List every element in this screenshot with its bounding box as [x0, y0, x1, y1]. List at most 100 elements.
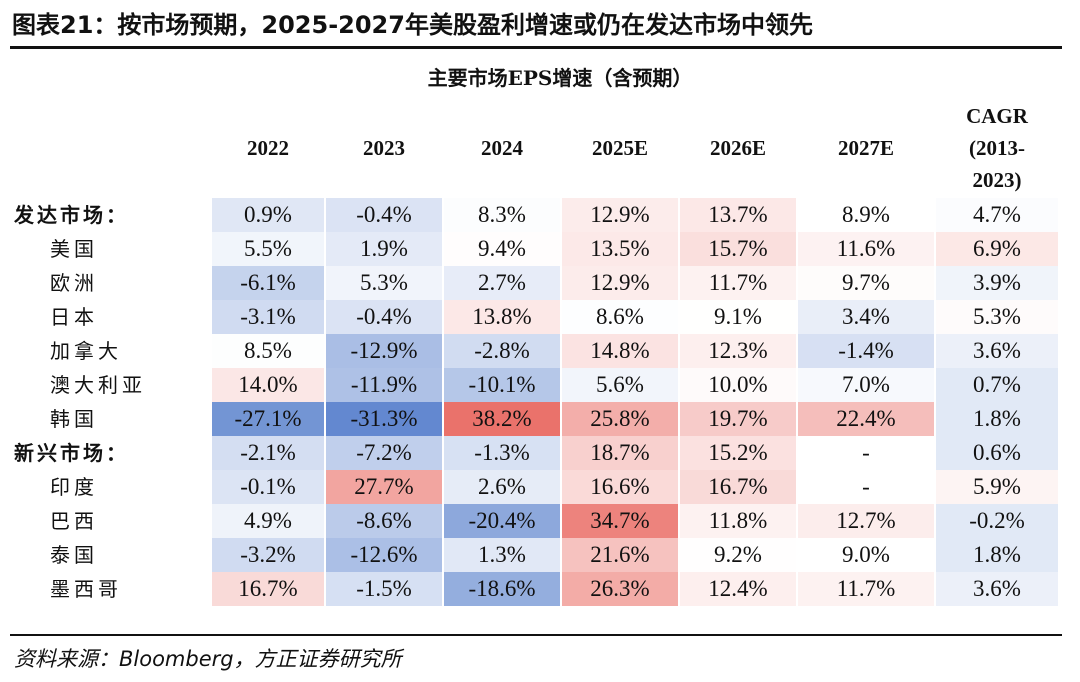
heatmap-cell: 9.1%: [680, 300, 796, 334]
heatmap-cell: -0.1%: [212, 470, 324, 504]
heatmap-cell: -0.4%: [326, 198, 442, 232]
heatmap-cell: -1.4%: [798, 334, 934, 368]
heatmap-cell: -31.3%: [326, 402, 442, 436]
heatmap-cell: -1.3%: [444, 436, 560, 470]
heatmap-cell: 11.8%: [680, 504, 796, 538]
heatmap-cell: 16.6%: [562, 470, 678, 504]
heatmap-cell: 12.7%: [798, 504, 934, 538]
column-header-2027e: 2027E: [837, 135, 894, 160]
heatmap-cell: 19.7%: [680, 402, 796, 436]
row-label: 日本: [50, 305, 98, 329]
heatmap-cell: -2.8%: [444, 334, 560, 368]
heatmap-cell: -12.9%: [326, 334, 442, 368]
heatmap-cell: 9.4%: [444, 232, 560, 266]
heatmap-cell: 11.6%: [798, 232, 934, 266]
heatmap-cell: 26.3%: [562, 572, 678, 606]
heatmap-cell: 22.4%: [798, 402, 934, 436]
heatmap-cell: -12.6%: [326, 538, 442, 572]
heatmap-cell: 34.7%: [562, 504, 678, 538]
heatmap-cell: 0.9%: [212, 198, 324, 232]
source-note: 资料来源：Bloomberg，方正证券研究所: [14, 647, 402, 671]
cagr-header-line: 2023): [972, 168, 1022, 192]
heatmap-cell: 11.7%: [798, 572, 934, 606]
heatmap-cell: 15.2%: [680, 436, 796, 470]
heatmap-cell: 21.6%: [562, 538, 678, 572]
cagr-header-line: (2013-: [969, 136, 1025, 160]
heatmap-cell: -0.4%: [326, 300, 442, 334]
heatmap-cell: -3.1%: [212, 300, 324, 334]
column-header-cagr: CAGR (2013- 2023): [936, 98, 1058, 198]
heatmap-cell: 3.4%: [798, 300, 934, 334]
title-rule: [10, 46, 1062, 49]
heatmap-cell: -10.1%: [444, 368, 560, 402]
heatmap-cell: 5.6%: [562, 368, 678, 402]
heatmap-cell: 25.8%: [562, 402, 678, 436]
heatmap-cell: 38.2%: [444, 402, 560, 436]
heatmap-cell: 16.7%: [680, 470, 796, 504]
heatmap-cell: 5.3%: [936, 300, 1058, 334]
heatmap-cell: 8.5%: [212, 334, 324, 368]
heatmap-cell: 12.9%: [562, 266, 678, 300]
heatmap-cell: -8.6%: [326, 504, 442, 538]
row-label: 加拿大: [50, 339, 122, 363]
heatmap-cell: 12.3%: [680, 334, 796, 368]
row-label: 墨西哥: [50, 577, 122, 601]
heatmap-cell: 1.8%: [936, 538, 1058, 572]
heatmap-cell: 0.6%: [936, 436, 1058, 470]
heatmap-cell: -20.4%: [444, 504, 560, 538]
heatmap-cell: 13.8%: [444, 300, 560, 334]
row-label: 新兴市场：: [14, 441, 129, 465]
heatmap-cell: 2.6%: [444, 470, 560, 504]
heatmap-cell: 3.9%: [936, 266, 1058, 300]
heatmap-cell: 3.6%: [936, 572, 1058, 606]
heatmap-cell: 5.5%: [212, 232, 324, 266]
heatmap-cell: 14.8%: [562, 334, 678, 368]
heatmap-cell: -27.1%: [212, 402, 324, 436]
heatmap-cell: -: [798, 470, 934, 504]
cagr-header-line: CAGR: [966, 104, 1028, 128]
heatmap-cell: 13.7%: [680, 198, 796, 232]
heatmap-cell: 2.7%: [444, 266, 560, 300]
heatmap-cell: 11.7%: [680, 266, 796, 300]
heatmap-cell: -7.2%: [326, 436, 442, 470]
table-title: 主要市场EPS增速（含预期）: [427, 66, 693, 90]
column-header-2023: 2023: [363, 135, 405, 160]
heatmap-cell: 1.9%: [326, 232, 442, 266]
heatmap-cell: -3.2%: [212, 538, 324, 572]
heatmap-cell: -18.6%: [444, 572, 560, 606]
heatmap-cell: 1.8%: [936, 402, 1058, 436]
heatmap-cell: -0.2%: [936, 504, 1058, 538]
heatmap-cell: 9.7%: [798, 266, 934, 300]
heatmap-cell: 8.3%: [444, 198, 560, 232]
heatmap-cell: -2.1%: [212, 436, 324, 470]
heatmap-cell: 16.7%: [212, 572, 324, 606]
heatmap-cell: 27.7%: [326, 470, 442, 504]
row-label: 韩国: [50, 407, 98, 431]
heatmap-cell: 12.4%: [680, 572, 796, 606]
heatmap-cell: 8.6%: [562, 300, 678, 334]
row-label: 美国: [50, 237, 98, 261]
heatmap-cell: 6.9%: [936, 232, 1058, 266]
column-header-2024: 2024: [481, 135, 523, 160]
heatmap-cell: 5.3%: [326, 266, 442, 300]
heatmap-cell: -6.1%: [212, 266, 324, 300]
heatmap-cell: 7.0%: [798, 368, 934, 402]
heatmap-cell: 18.7%: [562, 436, 678, 470]
heatmap-cell: 0.7%: [936, 368, 1058, 402]
heatmap-cell: -11.9%: [326, 368, 442, 402]
heatmap-cell: 5.9%: [936, 470, 1058, 504]
column-header-2026e: 2026E: [709, 135, 766, 160]
heatmap-cell: 1.3%: [444, 538, 560, 572]
heatmap-cell: 4.7%: [936, 198, 1058, 232]
heatmap-cell: 15.7%: [680, 232, 796, 266]
heatmap-cell: 10.0%: [680, 368, 796, 402]
heatmap-cell: 13.5%: [562, 232, 678, 266]
column-header-2022: 2022: [247, 135, 289, 160]
heatmap-cell: 9.2%: [680, 538, 796, 572]
heatmap-cell: 3.6%: [936, 334, 1058, 368]
heatmap-cell: 8.9%: [798, 198, 934, 232]
column-header-2025e: 2025E: [591, 135, 648, 160]
source-rule: [10, 634, 1062, 636]
row-label: 泰国: [50, 543, 98, 567]
heatmap-cell: 4.9%: [212, 504, 324, 538]
